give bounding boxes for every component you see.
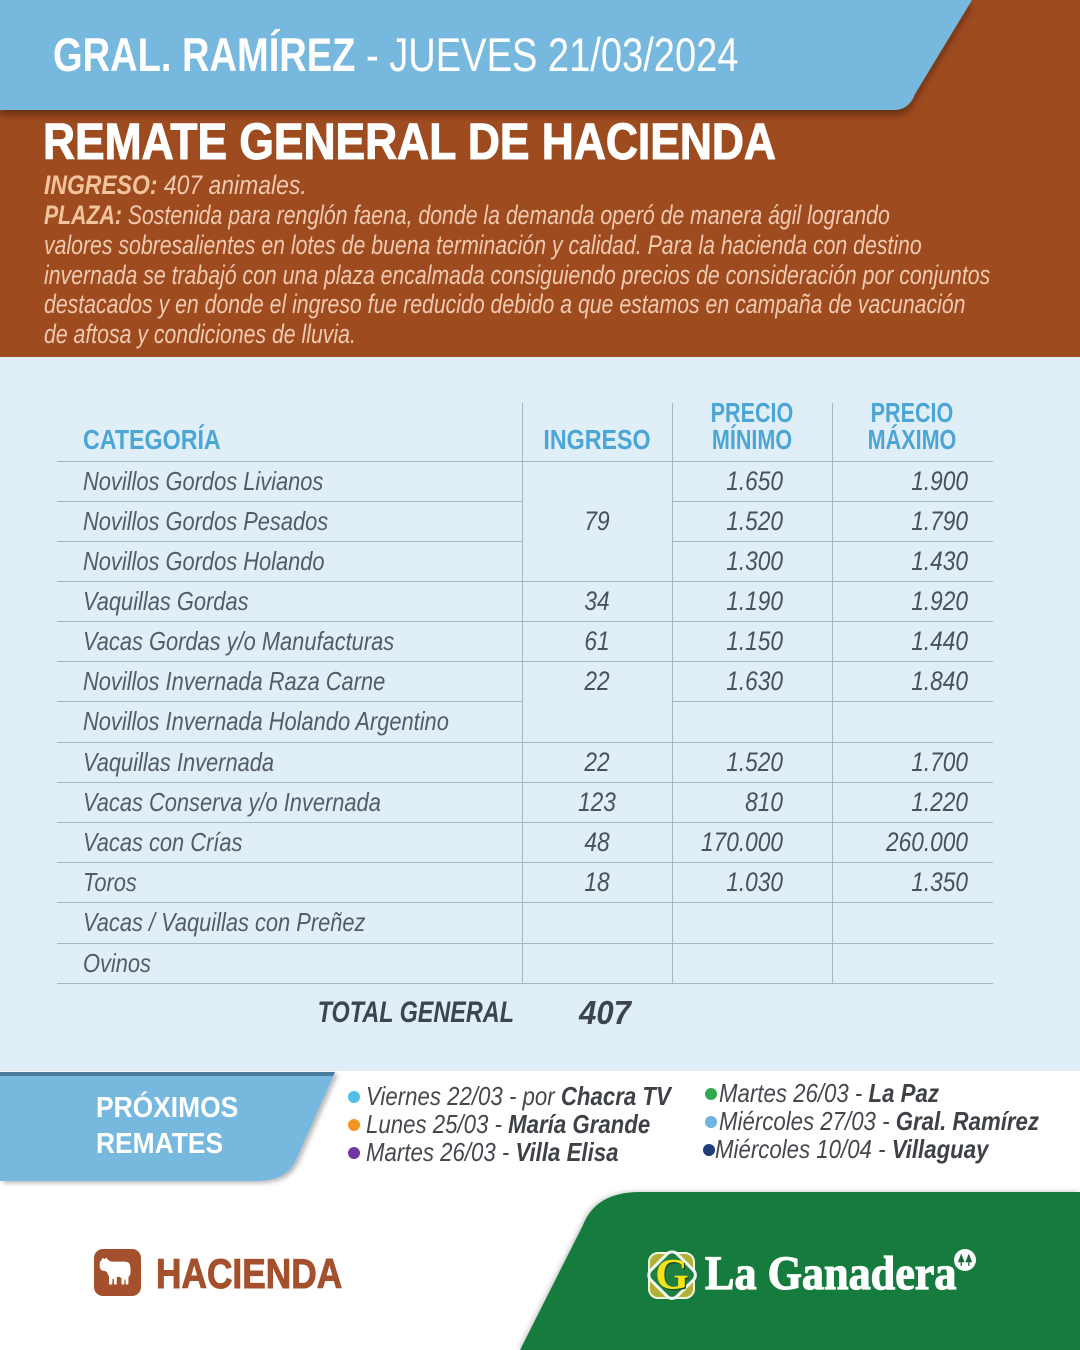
svg-text:G: G — [656, 1253, 689, 1300]
svg-text:G: G — [655, 1252, 688, 1299]
